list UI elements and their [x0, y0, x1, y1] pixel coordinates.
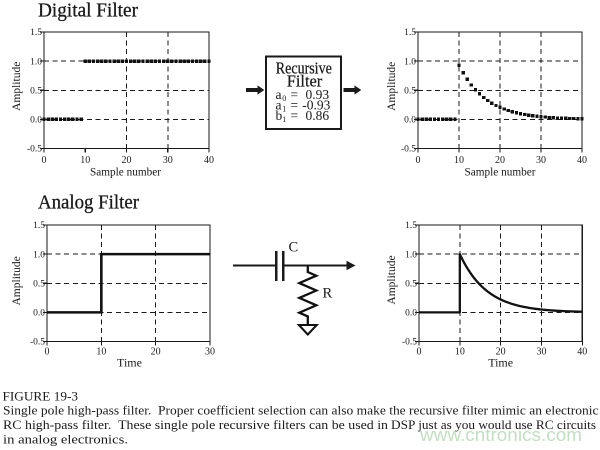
svg-text:-0.5: -0.5	[402, 338, 417, 348]
svg-text:30: 30	[163, 155, 173, 166]
svg-text:1.0: 1.0	[30, 57, 42, 67]
svg-text:30: 30	[536, 347, 546, 358]
svg-text:0: 0	[416, 155, 421, 166]
svg-text:Sample number: Sample number	[465, 165, 536, 179]
svg-text:Digital Filter: Digital Filter	[38, 0, 138, 22]
svg-text:10: 10	[80, 155, 90, 166]
svg-text:Amplitude: Amplitude	[386, 255, 398, 304]
svg-text:1: 1	[282, 115, 286, 124]
svg-text:0.0: 0.0	[405, 309, 417, 319]
svg-text:10: 10	[454, 155, 464, 166]
svg-text:1.0: 1.0	[404, 57, 416, 67]
svg-text:Analog Filter: Analog Filter	[38, 192, 139, 214]
svg-text:0.5: 0.5	[404, 86, 416, 96]
svg-text:-0.5: -0.5	[30, 338, 45, 348]
svg-text:0.5: 0.5	[33, 279, 45, 289]
svg-text:40: 40	[577, 347, 587, 358]
svg-text:1.5: 1.5	[405, 221, 417, 231]
svg-text:Recursive: Recursive	[276, 58, 332, 77]
svg-text:1.5: 1.5	[404, 28, 416, 38]
svg-text:40: 40	[204, 155, 214, 166]
svg-text:30: 30	[205, 347, 215, 358]
svg-text:b: b	[276, 108, 283, 123]
svg-text:-0.5: -0.5	[27, 145, 42, 155]
svg-text:10: 10	[96, 347, 106, 358]
svg-text:DSP just as you would use RC c: DSP just as you would use RC circuits	[391, 417, 596, 432]
svg-text:=: =	[291, 98, 299, 113]
svg-text:Amplitude: Amplitude	[386, 62, 398, 111]
svg-text:a: a	[276, 87, 282, 102]
svg-text:20: 20	[496, 347, 506, 358]
svg-text:C: C	[289, 240, 299, 256]
svg-text:0.0: 0.0	[404, 116, 416, 126]
svg-text:20: 20	[151, 347, 161, 358]
svg-text:0.0: 0.0	[30, 116, 42, 126]
svg-text:Single pole high-pass filter.: Single pole high-pass filter. Proper coe…	[3, 403, 599, 418]
svg-text:0.86: 0.86	[306, 108, 330, 123]
svg-text:20: 20	[495, 155, 505, 166]
svg-text:0.93: 0.93	[306, 87, 330, 102]
svg-text:30: 30	[536, 155, 546, 166]
svg-text:1: 1	[282, 104, 286, 113]
svg-text:=: =	[291, 87, 299, 102]
svg-text:Sample number: Sample number	[90, 165, 161, 179]
svg-text:20: 20	[122, 155, 132, 166]
svg-text:0: 0	[42, 155, 47, 166]
svg-text:1.5: 1.5	[33, 221, 45, 231]
svg-text:Time: Time	[488, 356, 513, 370]
svg-text:RC high-pass filter. These si: RC high-pass filter. These single pole r…	[3, 417, 389, 432]
svg-text:=: =	[291, 108, 299, 123]
svg-text:1.0: 1.0	[405, 250, 417, 260]
svg-text:0: 0	[417, 347, 422, 358]
svg-text:0.0: 0.0	[33, 309, 45, 319]
svg-text:Amplitude: Amplitude	[11, 62, 23, 111]
svg-text:Amplitude: Amplitude	[11, 256, 23, 305]
svg-text:Filter: Filter	[287, 71, 323, 90]
svg-text:www.cntronics.com: www.cntronics.com	[419, 425, 582, 445]
svg-text:1.0: 1.0	[33, 250, 45, 260]
svg-text:R: R	[323, 286, 333, 302]
svg-text:0.5: 0.5	[30, 86, 42, 96]
svg-text:0.5: 0.5	[405, 279, 417, 289]
svg-text:-0.5: -0.5	[401, 145, 416, 155]
svg-text:a: a	[276, 98, 282, 113]
svg-text:1.5: 1.5	[30, 28, 42, 38]
svg-text:-0.93: -0.93	[302, 98, 330, 113]
svg-text:in analog electronics.: in analog electronics.	[3, 432, 128, 447]
svg-text:FIGURE 19-3: FIGURE 19-3	[3, 389, 79, 404]
svg-text:0: 0	[45, 347, 50, 358]
svg-text:Time: Time	[117, 356, 142, 370]
svg-text:40: 40	[577, 155, 587, 166]
svg-text:0: 0	[282, 94, 286, 103]
svg-text:10: 10	[455, 347, 465, 358]
